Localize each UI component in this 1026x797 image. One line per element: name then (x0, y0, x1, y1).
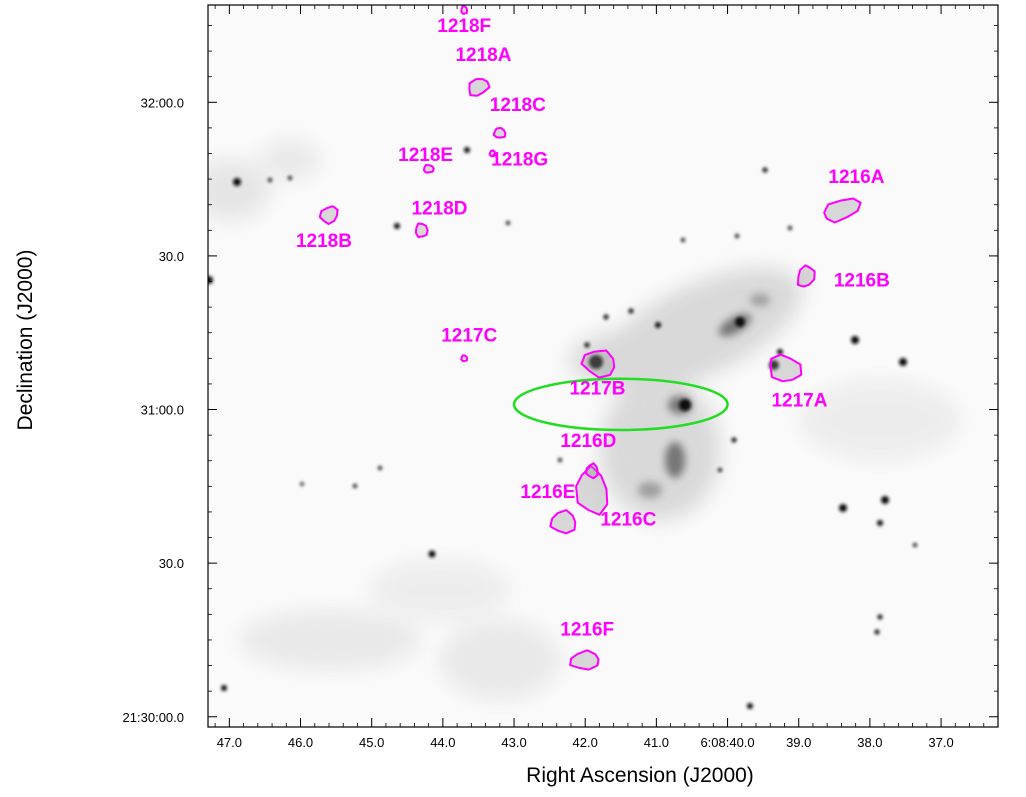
x-tick-label: 46.0 (288, 735, 313, 750)
label-1216a: 1216A (828, 167, 884, 188)
source-1218e (422, 164, 435, 174)
source-1216d (585, 462, 599, 480)
label-1217a: 1217A (771, 391, 827, 412)
x-tick-label: 41.0 (644, 735, 669, 750)
source-1217b (580, 349, 616, 379)
contour-1216a (823, 197, 862, 224)
source-1218c (492, 126, 507, 139)
y-tick-label: 30.0 (159, 249, 184, 264)
label-1218f: 1218F (437, 16, 491, 37)
contour-1217b (580, 349, 616, 379)
x-axis: 47.0 46.0 45.0 44.0 43.0 42.0 41.0 6:08:40.0 39.… (214, 5, 985, 750)
x-tick-label: 37.0 (928, 735, 953, 750)
source-1217c (460, 354, 469, 362)
y-axis-title: Declination (J2000) (14, 250, 37, 431)
contour-1216b (797, 264, 816, 288)
contour-1218a (468, 78, 491, 97)
contour-1218b (318, 205, 339, 225)
source-1216b (797, 264, 816, 288)
y-tick-label: 21:30:00.0 (123, 710, 184, 725)
x-tick-label: 44.0 (430, 735, 455, 750)
source-1218a (468, 78, 491, 97)
contour-1218d (414, 222, 429, 238)
source-1218f (460, 5, 469, 15)
label-1218g: 1218G (491, 149, 548, 170)
beam-ellipse (512, 377, 729, 432)
label-1216b: 1216B (834, 270, 890, 291)
label-1218b: 1218B (296, 231, 352, 252)
plot-frame (207, 4, 999, 728)
label-1216f: 1216F (560, 619, 614, 640)
contour-layer (318, 5, 862, 671)
contour-1216c (575, 464, 609, 516)
y-tick-label: 30.0 (159, 556, 184, 571)
source-1216a (823, 197, 862, 224)
x-tick-label: 6:08:40.0 (700, 735, 754, 750)
x-tick-label: 43.0 (501, 735, 526, 750)
source-1218b (318, 205, 339, 225)
label-1216e: 1216E (520, 482, 575, 503)
greyscale-image (208, 5, 998, 727)
label-1216c: 1216C (600, 509, 656, 530)
contour-1217a (769, 353, 803, 383)
contour-1218c (492, 126, 507, 139)
source-1217a (769, 353, 803, 383)
contour-1216e (549, 509, 577, 535)
source-1216e (549, 509, 577, 535)
beam-ellipse-layer (512, 377, 729, 432)
label-1218a: 1218A (455, 45, 511, 66)
source-1216c (575, 464, 609, 516)
label-1218c: 1218C (490, 95, 546, 116)
contour-1217c (460, 354, 469, 362)
y-axis: 21:30:00.0 30.0 31:00.0 30.0 32:00.0 (123, 25, 998, 725)
y-tick-label: 31:00.0 (141, 403, 184, 418)
contour-1218g (488, 149, 497, 158)
label-1218e: 1218E (398, 145, 453, 166)
x-axis-title: Right Ascension (J2000) (526, 764, 754, 787)
x-tick-label: 39.0 (786, 735, 811, 750)
x-tick-label: 47.0 (217, 735, 242, 750)
x-tick-label: 38.0 (857, 735, 882, 750)
source-1218d (414, 222, 429, 238)
source-label-layer: 1216A 1216B 1216C 1216D 1216E 1216F 1217A 1217B… (296, 16, 890, 640)
x-tick-label: 42.0 (573, 735, 598, 750)
source-1216f (569, 649, 600, 671)
contour-1218e (422, 164, 435, 174)
label-1218d: 1218D (412, 198, 468, 219)
label-1216d: 1216D (560, 431, 616, 452)
source-1218g (488, 149, 497, 158)
label-1217b: 1217B (569, 378, 625, 399)
label-1217c: 1217C (441, 325, 497, 346)
contour-1218f (460, 5, 469, 15)
y-tick-label: 32:00.0 (141, 95, 184, 110)
contour-1216d (585, 462, 599, 480)
x-tick-label: 45.0 (359, 735, 384, 750)
contour-1216f (569, 649, 600, 671)
